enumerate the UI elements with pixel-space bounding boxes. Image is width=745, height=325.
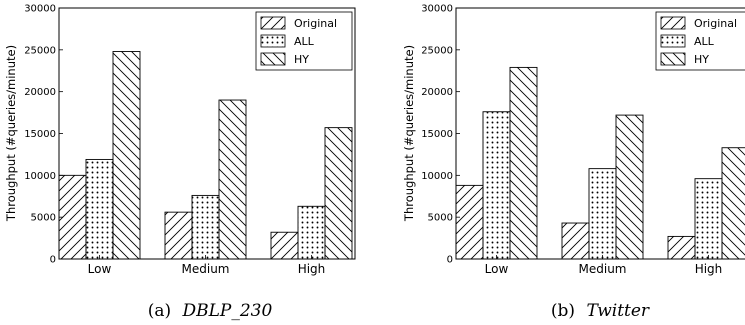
bar-original-low <box>58 174 87 260</box>
bar-all-low <box>85 158 114 260</box>
x-category-label: Low <box>88 262 112 276</box>
y-tick-label: 20000 <box>24 87 56 98</box>
caption-b-name: Twitter <box>586 301 649 321</box>
legend-swatch-original <box>260 16 286 30</box>
x-category-label: High <box>695 262 723 276</box>
y-tick-label: 0 <box>50 255 56 266</box>
y-axis-label: Throughput (#queries/minute) <box>4 45 18 222</box>
bar-all-medium <box>588 168 617 260</box>
plot-frame <box>455 7 745 260</box>
caption-a-name: DBLP_230 <box>182 301 273 321</box>
y-tick-label: 5000 <box>428 213 453 224</box>
bar-original-high <box>270 231 299 260</box>
bar-all-high <box>694 178 723 260</box>
bars <box>455 66 745 260</box>
bars <box>58 51 353 260</box>
y-tick-label: 15000 <box>24 129 56 140</box>
bar-original-medium <box>561 222 590 260</box>
legend: Original ALL HY <box>655 11 745 71</box>
chart-panel-a: Throughput (#queries/minute) 0 5000 10000 1… <box>4 4 356 321</box>
legend-swatch-hy <box>660 52 686 66</box>
y-tick-label: 0 <box>447 255 453 266</box>
bar-all-medium <box>191 194 220 260</box>
y-axis-ticks: 0 5000 10000 15000 20000 25000 30000 <box>421 4 460 266</box>
x-axis-categories: Low Medium High <box>485 255 723 276</box>
chart-panel-b: Throughput (#queries/minute) 0 5000 10000 1… <box>402 4 745 321</box>
caption-a-label: (a) <box>148 301 171 321</box>
x-category-label: Low <box>485 262 509 276</box>
bar-hy-low <box>509 66 538 260</box>
x-category-label: Medium <box>579 262 627 276</box>
legend-swatch-original <box>660 16 686 30</box>
bar-hy-high <box>324 127 353 260</box>
legend-label-hy: HY <box>294 53 309 66</box>
legend-label-original: Original <box>694 17 737 30</box>
caption-b: (b) Twitter <box>551 301 650 321</box>
y-tick-label: 30000 <box>421 4 453 15</box>
y-tick-label: 25000 <box>421 45 453 56</box>
bar-original-medium <box>164 211 193 260</box>
bar-hy-high <box>721 147 745 260</box>
bar-hy-medium <box>615 114 644 260</box>
y-axis-ticks: 0 5000 10000 15000 20000 25000 30000 <box>24 4 63 266</box>
x-category-label: High <box>298 262 326 276</box>
bar-original-low <box>455 184 484 260</box>
x-axis-categories: Low Medium High <box>88 255 326 276</box>
legend: Original ALL HY <box>255 11 353 71</box>
bar-original-high <box>667 235 696 260</box>
y-tick-label: 30000 <box>24 4 56 15</box>
legend-label-all: ALL <box>694 35 715 48</box>
plot-frame <box>58 7 356 260</box>
caption-b-label: (b) <box>551 301 575 321</box>
bar-all-high <box>297 205 326 260</box>
caption-a: (a) DBLP_230 <box>148 301 273 321</box>
y-tick-label: 25000 <box>24 45 56 56</box>
legend-label-all: ALL <box>294 35 315 48</box>
y-tick-label: 5000 <box>31 213 56 224</box>
y-tick-label: 10000 <box>24 171 56 182</box>
bar-all-low <box>482 111 511 260</box>
legend-swatch-hy <box>260 52 286 66</box>
x-category-label: Medium <box>182 262 230 276</box>
y-tick-label: 20000 <box>421 87 453 98</box>
legend-swatch-all <box>660 34 686 48</box>
y-axis-label: Throughput (#queries/minute) <box>402 45 416 222</box>
legend-label-original: Original <box>294 17 337 30</box>
bar-hy-low <box>112 51 141 260</box>
y-tick-label: 15000 <box>421 129 453 140</box>
bar-hy-medium <box>218 99 247 260</box>
legend-swatch-all <box>260 34 286 48</box>
legend-label-hy: HY <box>694 53 709 66</box>
y-tick-label: 10000 <box>421 171 453 182</box>
